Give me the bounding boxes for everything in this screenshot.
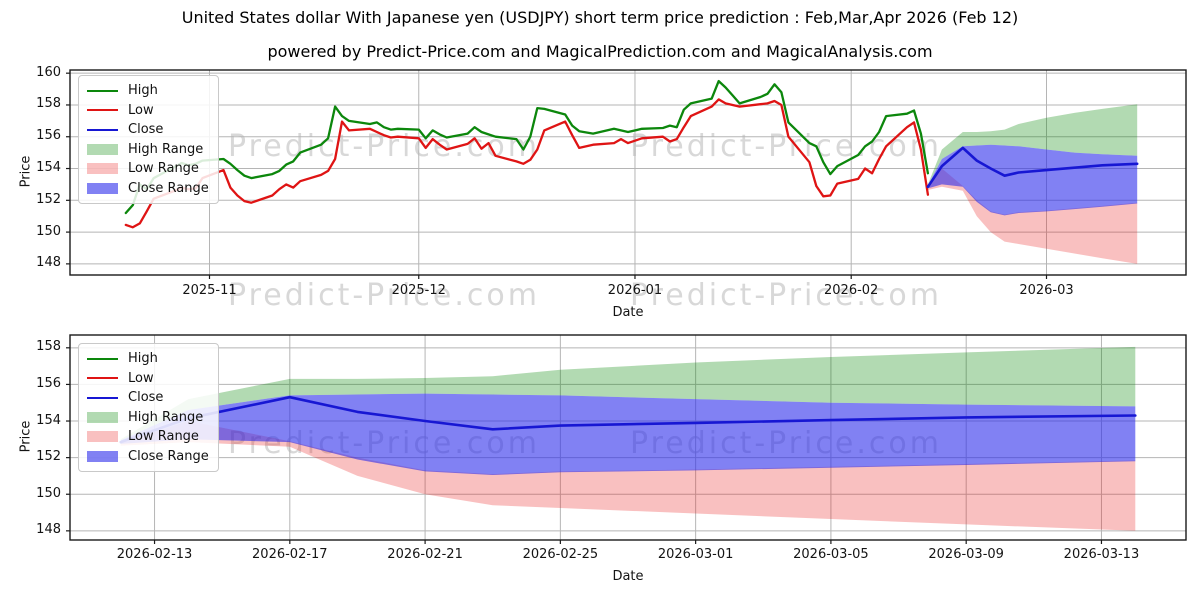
- close-line: [926, 146, 1139, 189]
- high-line: [124, 79, 930, 215]
- x-tick-label: 2026-02-13: [116, 547, 193, 562]
- watermark-text: Predict-Price.com: [228, 278, 540, 313]
- legend-label: High: [128, 351, 158, 366]
- x-tick-label: 2026-02-21: [387, 547, 463, 562]
- legend-item-close: Close: [87, 120, 209, 140]
- legend-line-swatch: [87, 128, 118, 131]
- y-tick-label: 148: [36, 255, 61, 271]
- x-axis-label-date: Date: [612, 569, 644, 584]
- close-range-band: [927, 144, 1138, 216]
- legend-label: Close Range: [128, 180, 209, 196]
- legend-item-low-range: Low Range: [87, 427, 209, 447]
- legend-line-swatch: [87, 377, 118, 380]
- legend-line-swatch: [87, 396, 118, 399]
- legend-fill-swatch: [87, 431, 118, 443]
- y-tick-label: 150: [36, 223, 61, 239]
- forecast-zoom-chart-legend: High Low Close High Range Low Range Close Ran…: [78, 343, 219, 472]
- x-tick-label: 2025-11: [182, 283, 237, 298]
- chart-title: United States dollar With Japanese yen (…: [181, 8, 1019, 27]
- watermark-text: Predict-Price.com: [630, 278, 942, 313]
- high-range-band: [927, 104, 1138, 186]
- legend-fill-swatch: [87, 411, 118, 423]
- legend-label: Low Range: [128, 429, 199, 444]
- close-line: [119, 395, 1137, 444]
- history-and-forecast-chart: [66, 69, 1187, 279]
- legend-label: High: [128, 83, 158, 98]
- legend-item-close-range: Close Range: [87, 179, 209, 199]
- legend-label: High Range: [128, 409, 204, 425]
- close-range-band: [120, 393, 1136, 475]
- x-tick-label: 2026-02: [824, 283, 879, 298]
- y-tick-label: 158: [36, 96, 61, 112]
- history-and-forecast-chart-legend: High Low Close High Range Low Range Close Ran…: [78, 75, 219, 204]
- x-axis-label-date: Date: [612, 305, 644, 320]
- y-tick-label: 158: [36, 339, 61, 355]
- low-range-band: [927, 168, 1138, 264]
- legend-line-swatch: [87, 89, 118, 92]
- legend-item-high-range: High Range: [87, 408, 209, 428]
- y-axis-label-price: Price: [18, 420, 34, 453]
- low-range-band: [120, 421, 1136, 531]
- x-tick-label: 2026-03-09: [928, 547, 1004, 562]
- y-tick-label: 152: [36, 449, 61, 465]
- x-tick-label: 2026-01: [607, 283, 663, 298]
- legend-item-low: Low: [87, 369, 209, 389]
- legend-label: Low: [128, 102, 154, 118]
- legend-item-high: High: [87, 349, 209, 369]
- legend-fill-swatch: [87, 143, 118, 155]
- legend-line-swatch: [87, 357, 118, 360]
- y-tick-label: 154: [36, 412, 61, 428]
- x-tick-label: 2026-03: [1019, 283, 1074, 298]
- legend-label: Close: [128, 122, 164, 137]
- legend-label: High Range: [128, 141, 204, 157]
- low-line: [124, 98, 930, 229]
- legend-line-swatch: [87, 109, 118, 112]
- legend-item-low-range: Low Range: [87, 159, 209, 179]
- y-axis-label-price: Price: [18, 155, 34, 188]
- y-tick-label: 156: [36, 375, 61, 391]
- legend-item-close-range: Close Range: [87, 447, 209, 467]
- x-tick-label: 2026-03-05: [793, 547, 869, 562]
- chart-subtitle: powered by Predict-Price.com and Magical…: [267, 42, 933, 61]
- legend-label: Close Range: [128, 448, 209, 464]
- legend-fill-swatch: [87, 450, 118, 462]
- y-tick-label: 160: [36, 64, 61, 80]
- legend-fill-swatch: [87, 182, 118, 194]
- legend-fill-swatch: [87, 163, 118, 175]
- y-tick-label: 156: [36, 128, 61, 144]
- y-tick-label: 152: [36, 191, 61, 207]
- y-tick-label: 148: [36, 522, 61, 538]
- x-tick-label: 2026-03-13: [1063, 547, 1140, 562]
- forecast-zoom-chart: [66, 334, 1187, 544]
- x-tick-label: 2026-03-01: [657, 547, 734, 562]
- legend-item-close: Close: [87, 388, 209, 408]
- legend-item-high-range: High Range: [87, 140, 209, 160]
- legend-label: Close: [128, 390, 164, 405]
- legend-label: Low: [128, 370, 154, 386]
- high-range-band: [120, 346, 1136, 441]
- y-tick-label: 150: [36, 485, 61, 501]
- x-tick-label: 2026-02-17: [252, 547, 328, 562]
- x-tick-label: 2026-02-25: [522, 547, 599, 562]
- legend-item-low: Low: [87, 101, 209, 121]
- legend-item-high: High: [87, 81, 209, 101]
- legend-label: Low Range: [128, 161, 199, 176]
- x-tick-label: 2025-12: [391, 283, 446, 298]
- y-tick-label: 154: [36, 160, 61, 176]
